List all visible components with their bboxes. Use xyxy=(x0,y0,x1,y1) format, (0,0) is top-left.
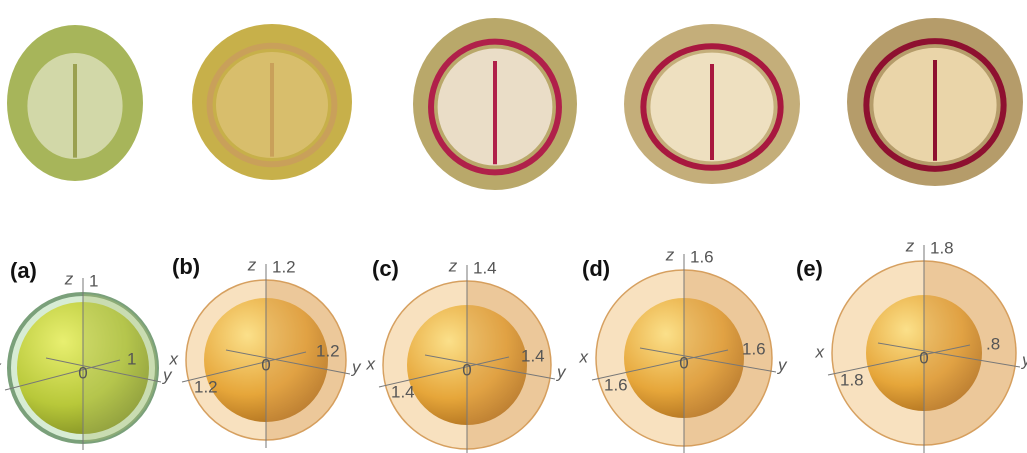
z-tick-label: 1.8 xyxy=(930,238,954,257)
x-axis-label: x xyxy=(815,342,825,361)
z-axis-label: z xyxy=(247,255,257,274)
panel-label: (d) xyxy=(582,256,610,281)
figure: (a)zxy011(b)zxy01.21.21.2(c)zxy01.41.41.… xyxy=(0,0,1027,453)
x-axis-label: x xyxy=(366,354,376,373)
y-tick-label: .8 xyxy=(986,334,1000,353)
y-tick-label: 1.4 xyxy=(521,346,545,365)
y-tick-label: 1.6 xyxy=(742,339,766,358)
z-axis-label: z xyxy=(665,245,675,264)
z-tick-label: 1 xyxy=(89,271,98,290)
z-tick-label: 1.6 xyxy=(690,247,714,266)
x-axis-label: x xyxy=(169,349,179,368)
x-tick-label: 1.2 xyxy=(194,377,218,396)
y-tick-label: 1 xyxy=(127,349,136,368)
z-axis-label: z xyxy=(905,236,915,255)
panel-label: (a) xyxy=(10,258,37,283)
x-tick-label: 1.8 xyxy=(840,370,864,389)
origin-label: 0 xyxy=(679,353,688,372)
y-axis-label: y xyxy=(1021,350,1027,369)
y-tick-label: 1.2 xyxy=(316,341,340,360)
panel-label: (e) xyxy=(796,256,823,281)
origin-label: 0 xyxy=(462,360,471,379)
origin-label: 0 xyxy=(261,355,270,374)
panel-label: (c) xyxy=(372,256,399,281)
y-axis-label: y xyxy=(777,355,788,374)
panel-label: (b) xyxy=(172,254,200,279)
x-tick-label: 1.6 xyxy=(604,375,628,394)
z-tick-label: 1.2 xyxy=(272,257,296,276)
x-axis-label: x xyxy=(579,347,589,366)
x-tick-label: 1.4 xyxy=(391,382,415,401)
y-axis-label: y xyxy=(351,357,362,376)
y-axis-label: y xyxy=(556,362,567,381)
x-axis-label: x xyxy=(0,357,2,376)
z-axis-label: z xyxy=(448,256,458,275)
origin-label: 0 xyxy=(919,348,928,367)
origin-label: 0 xyxy=(78,363,87,382)
z-axis-label: z xyxy=(64,269,74,288)
z-tick-label: 1.4 xyxy=(473,258,497,277)
